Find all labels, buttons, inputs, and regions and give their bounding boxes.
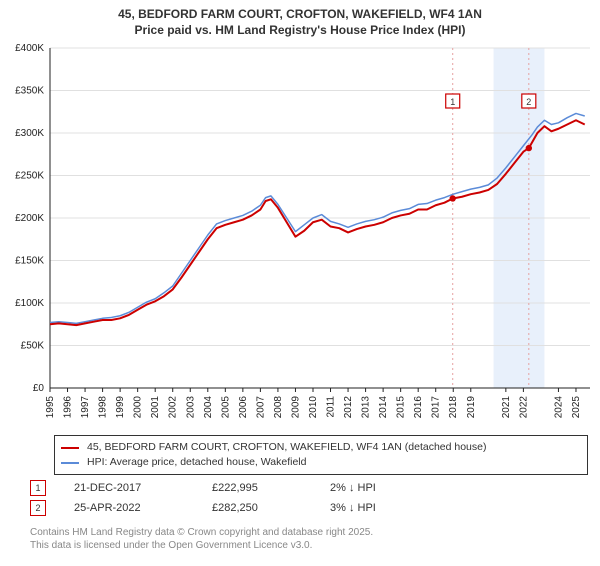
svg-text:2008: 2008 — [273, 396, 284, 419]
svg-text:2015: 2015 — [396, 396, 407, 419]
svg-text:2024: 2024 — [553, 396, 564, 419]
sale-price: £282,250 — [212, 502, 302, 514]
sale-marker-mini: 2 — [30, 500, 46, 516]
legend-label: HPI: Average price, detached house, Wake… — [87, 455, 306, 470]
legend: 45, BEDFORD FARM COURT, CROFTON, WAKEFIE… — [54, 435, 588, 475]
attribution: Contains HM Land Registry data © Crown c… — [30, 526, 373, 552]
svg-text:2001: 2001 — [150, 396, 161, 419]
svg-text:1998: 1998 — [98, 396, 109, 419]
svg-text:1995: 1995 — [45, 396, 56, 419]
legend-swatch — [61, 462, 79, 464]
svg-text:£400K: £400K — [15, 43, 44, 54]
svg-text:£100K: £100K — [15, 298, 44, 309]
attrib-line-2: This data is licensed under the Open Gov… — [30, 540, 312, 551]
svg-text:2006: 2006 — [238, 396, 249, 419]
svg-text:2022: 2022 — [518, 396, 529, 419]
svg-text:1996: 1996 — [63, 396, 74, 419]
svg-text:2014: 2014 — [378, 396, 389, 419]
sale-date: 21-DEC-2017 — [74, 482, 184, 494]
sale-price: £222,995 — [212, 482, 302, 494]
legend-label: 45, BEDFORD FARM COURT, CROFTON, WAKEFIE… — [87, 440, 487, 455]
svg-text:2011: 2011 — [326, 396, 337, 418]
svg-text:1: 1 — [450, 97, 455, 107]
svg-text:£200K: £200K — [15, 213, 44, 224]
legend-row: HPI: Average price, detached house, Wake… — [61, 455, 581, 470]
line-chart-svg: £0 £50K £100K £150K £200K £250K £300K £350K £400… — [0, 38, 600, 438]
svg-text:£150K: £150K — [15, 256, 44, 267]
svg-text:2016: 2016 — [413, 396, 424, 419]
svg-text:2010: 2010 — [308, 396, 319, 419]
svg-text:2025: 2025 — [571, 396, 582, 419]
svg-text:2018: 2018 — [448, 396, 459, 419]
svg-text:£300K: £300K — [15, 128, 44, 139]
svg-text:2017: 2017 — [431, 396, 442, 419]
svg-text:£350K: £350K — [15, 86, 44, 97]
sale-row: 2 25-APR-2022 £282,250 3% ↓ HPI — [30, 500, 600, 516]
sale-delta: 2% ↓ HPI — [330, 482, 376, 494]
sale-marker-mini: 1 — [30, 480, 46, 496]
chart-title: 45, BEDFORD FARM COURT, CROFTON, WAKEFIE… — [0, 6, 600, 38]
svg-text:2003: 2003 — [185, 396, 196, 419]
svg-text:£250K: £250K — [15, 171, 44, 182]
chart-area: £0 £50K £100K £150K £200K £250K £300K £350K £400… — [0, 38, 600, 438]
svg-text:£50K: £50K — [21, 341, 45, 352]
sale-date: 25-APR-2022 — [74, 502, 184, 514]
title-line-2: Price paid vs. HM Land Registry's House … — [135, 23, 466, 37]
svg-text:2005: 2005 — [220, 396, 231, 419]
sale-delta: 3% ↓ HPI — [330, 502, 376, 514]
svg-text:£0: £0 — [33, 383, 45, 394]
svg-text:2012: 2012 — [343, 396, 354, 419]
attrib-line-1: Contains HM Land Registry data © Crown c… — [30, 527, 373, 538]
svg-text:2009: 2009 — [290, 396, 301, 419]
svg-text:2002: 2002 — [168, 396, 179, 419]
svg-text:2021: 2021 — [501, 396, 512, 419]
legend-row: 45, BEDFORD FARM COURT, CROFTON, WAKEFIE… — [61, 440, 581, 455]
sales-table: 1 21-DEC-2017 £222,995 2% ↓ HPI 2 25-APR-2022… — [30, 480, 600, 520]
svg-text:2007: 2007 — [255, 396, 266, 419]
title-line-1: 45, BEDFORD FARM COURT, CROFTON, WAKEFIE… — [118, 7, 482, 21]
svg-text:2013: 2013 — [361, 396, 372, 419]
svg-text:2019: 2019 — [466, 396, 477, 419]
legend-swatch — [61, 447, 79, 449]
svg-text:1999: 1999 — [115, 396, 126, 419]
svg-text:2000: 2000 — [133, 396, 144, 419]
sale-row: 1 21-DEC-2017 £222,995 2% ↓ HPI — [30, 480, 600, 496]
svg-text:2: 2 — [526, 97, 531, 107]
svg-text:1997: 1997 — [80, 396, 91, 419]
svg-text:2004: 2004 — [203, 396, 214, 419]
